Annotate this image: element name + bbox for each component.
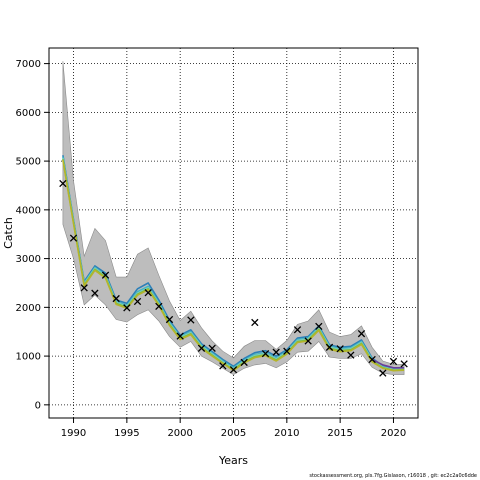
plot-background <box>49 48 418 418</box>
observed-point <box>69 234 78 242</box>
observed-point <box>133 297 142 306</box>
observed-point <box>197 344 206 352</box>
observed-point <box>293 326 302 334</box>
x-tick-label: 2020 <box>381 428 406 439</box>
observed-point <box>400 360 408 368</box>
observed-point <box>80 284 88 292</box>
observed-point <box>144 289 152 297</box>
observed-point <box>261 349 270 358</box>
observed-point <box>187 316 195 324</box>
series-line <box>62 155 405 370</box>
observed-point <box>304 337 312 345</box>
y-tick-label: 0 <box>35 400 41 411</box>
observed-point <box>240 358 248 367</box>
x-tick-label: 2000 <box>167 428 192 439</box>
y-tick-label: 7000 <box>16 59 41 70</box>
observed-point <box>112 294 120 303</box>
x-tick-label: 2005 <box>221 428 246 439</box>
series-line <box>371 358 405 369</box>
observed-point <box>347 351 355 359</box>
observed-point <box>176 332 184 340</box>
x-tick-label: 2010 <box>274 428 299 439</box>
observed-point <box>101 271 110 279</box>
x-tick-label: 1990 <box>61 428 86 439</box>
y-axis: 0 1000 2000 3000 4000 5000 6000 7000 <box>16 59 49 411</box>
observed-point <box>251 318 259 327</box>
y-axis-title: Catch <box>2 217 15 249</box>
y-tick-label: 2000 <box>16 303 41 314</box>
observed-point <box>379 369 387 377</box>
observed-point <box>59 179 67 188</box>
observed-point <box>368 355 376 364</box>
observed-point <box>155 302 163 311</box>
observed-point <box>229 366 238 374</box>
series-line <box>62 156 405 371</box>
y-tick-label: 4000 <box>16 205 41 216</box>
observed-point <box>123 304 131 312</box>
observed-point <box>336 345 344 353</box>
observed-point <box>315 322 323 331</box>
observed-point <box>389 357 398 366</box>
observed-point <box>357 330 366 338</box>
observed-point <box>272 348 280 356</box>
y-tick-label: 1000 <box>16 352 41 363</box>
observed-points <box>59 179 408 377</box>
observed-point <box>91 289 99 297</box>
observed-point <box>325 343 334 351</box>
x-tick-label: 2015 <box>327 428 352 439</box>
y-tick-label: 6000 <box>16 108 41 119</box>
observed-point <box>165 315 174 324</box>
y-tick-label: 3000 <box>16 254 41 265</box>
observed-point <box>219 362 227 370</box>
y-tick-label: 5000 <box>16 157 41 168</box>
observed-point <box>283 347 291 355</box>
x-axis: 1990 1995 2000 2005 2010 2015 2020 <box>61 418 406 439</box>
footnote: stockassessment.org, pls.7fg.Gislason, r… <box>309 473 477 479</box>
confidence-band <box>62 61 405 375</box>
x-axis-title: Years <box>218 454 248 467</box>
observed-point <box>208 344 216 352</box>
x-tick-label: 1995 <box>114 428 139 439</box>
confidence-band-area <box>62 61 405 375</box>
